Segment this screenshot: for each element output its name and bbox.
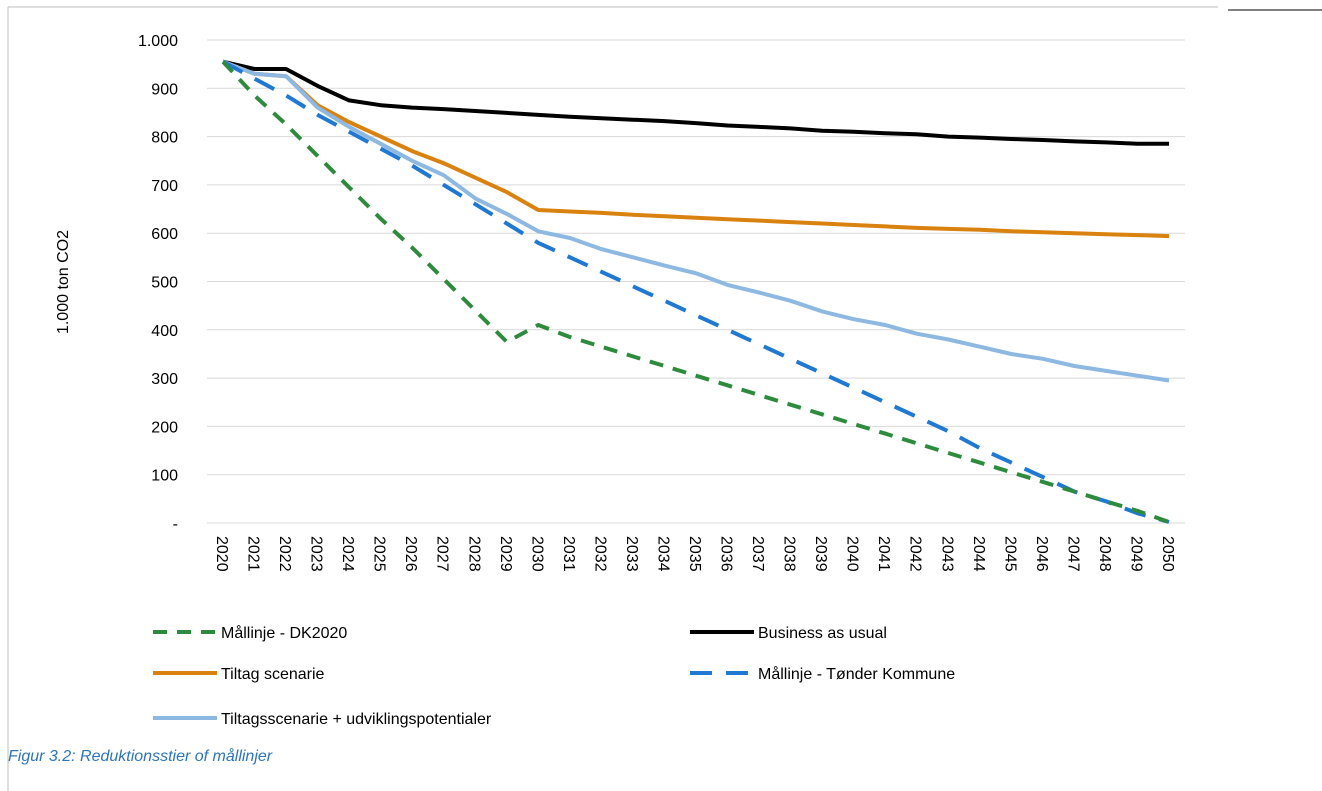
y-axis-label: 1.000 ton CO2 bbox=[55, 230, 72, 334]
figure-caption: Figur 3.2: Reduktionsstier of mållinjer bbox=[8, 748, 273, 765]
x-tick-label: 2041 bbox=[875, 536, 892, 572]
series-line-4 bbox=[222, 59, 1170, 383]
x-tick-label: 2021 bbox=[245, 536, 262, 572]
x-tick-label: 2045 bbox=[1001, 536, 1018, 572]
x-tick-label: 2029 bbox=[497, 536, 514, 572]
y-tick-label: 400 bbox=[151, 323, 178, 340]
y-tick-label: 100 bbox=[151, 468, 178, 485]
x-tick-label: 2043 bbox=[938, 536, 955, 572]
x-tick-label: 2028 bbox=[465, 536, 482, 572]
x-tick-label: 2036 bbox=[718, 536, 735, 572]
y-tick-label: 500 bbox=[151, 275, 178, 292]
x-tick-label: 2023 bbox=[308, 536, 325, 572]
x-tick-label: 2027 bbox=[434, 536, 451, 572]
gridlines bbox=[207, 39, 1185, 524]
x-tick-label: 2047 bbox=[1064, 536, 1081, 572]
series-lines bbox=[221, 59, 1170, 524]
series-line-3 bbox=[222, 59, 1170, 524]
x-tick-label: 2035 bbox=[686, 536, 703, 572]
x-tick-label: 2042 bbox=[907, 536, 924, 572]
legend-label-1: Business as usual bbox=[758, 625, 887, 642]
x-tick-label: 2039 bbox=[812, 536, 829, 572]
y-tick-label: 300 bbox=[151, 371, 178, 388]
y-tick-label: 1.000 bbox=[138, 33, 178, 50]
y-tick-label: 900 bbox=[151, 81, 178, 98]
series-line-1 bbox=[222, 59, 1169, 146]
x-tick-label: 2032 bbox=[591, 536, 608, 572]
y-tick-label: 200 bbox=[151, 419, 178, 436]
y-tick-label: 600 bbox=[151, 226, 178, 243]
line-chart: - 100 200 300 400 500 600 700 800 900 1.000 1.000 … bbox=[55, 33, 1185, 728]
x-tick-label: 2022 bbox=[276, 536, 293, 572]
x-tick-label: 2038 bbox=[781, 536, 798, 572]
legend-label-0: Mållinje - DK2020 bbox=[221, 624, 347, 642]
legend-label-4: Tiltagsscenarie + udviklingspotentialer bbox=[221, 711, 492, 728]
x-tick-label: 2024 bbox=[339, 536, 356, 572]
x-tick-label: 2020 bbox=[213, 536, 230, 572]
legend: Mållinje - DK2020 Business as usual Tiltag… bbox=[153, 624, 955, 728]
y-tick-label: 700 bbox=[151, 178, 178, 195]
x-tick-label: 2025 bbox=[371, 536, 388, 572]
legend-label-3: Mållinje - Tønder Kommune bbox=[758, 665, 955, 683]
x-tick-label: 2044 bbox=[970, 536, 987, 572]
series-line-2 bbox=[222, 59, 1170, 239]
x-tick-label: 2040 bbox=[844, 536, 861, 572]
y-tick-label: - bbox=[173, 516, 178, 533]
x-tick-label: 2050 bbox=[1159, 536, 1176, 572]
y-tick-label: 800 bbox=[151, 130, 178, 147]
x-tick-label: 2049 bbox=[1127, 536, 1144, 572]
x-tick-label: 2034 bbox=[654, 536, 671, 572]
x-tick-label: 2046 bbox=[1033, 536, 1050, 572]
x-tick-label: 2031 bbox=[560, 536, 577, 572]
x-tick-label: 2048 bbox=[1096, 536, 1113, 572]
x-tick-label: 2033 bbox=[623, 536, 640, 572]
x-tick-label: 2030 bbox=[528, 536, 545, 572]
x-tick-label: 2037 bbox=[749, 536, 766, 572]
legend-label-2: Tiltag scenarie bbox=[221, 666, 325, 683]
series-line-0 bbox=[221, 60, 1170, 524]
x-axis-ticks: 2020 2021 2022 2023 2024 2025 2026 2027 2028 2029… bbox=[213, 536, 1176, 572]
y-axis-ticks: - 100 200 300 400 500 600 700 800 900 1.000 bbox=[138, 33, 178, 533]
x-tick-label: 2026 bbox=[402, 536, 419, 572]
